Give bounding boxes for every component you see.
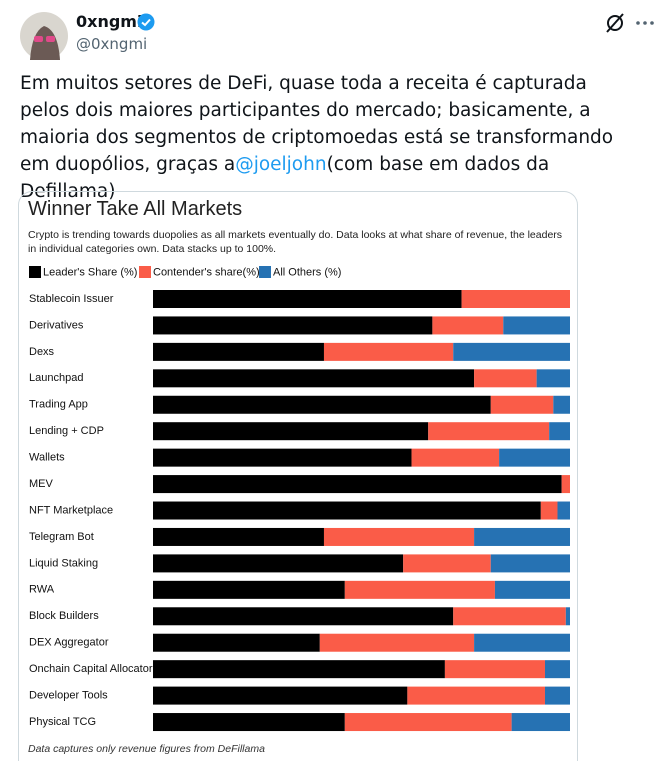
- bar-segment: [565, 607, 570, 626]
- bar-segment: [557, 501, 570, 520]
- y-tick-label: Launchpad: [29, 372, 83, 384]
- y-tick-label: Telegram Bot: [29, 531, 94, 543]
- bar-segment: [561, 475, 570, 494]
- y-tick-label: Physical TCG: [29, 716, 96, 728]
- legend-swatch: [29, 266, 41, 278]
- y-tick-label: DEX Aggregator: [29, 637, 109, 649]
- bar-segment: [153, 686, 408, 705]
- bar-segment: [153, 448, 412, 467]
- bar-segment: [153, 554, 404, 573]
- legend-swatch: [139, 266, 151, 278]
- chart-image[interactable]: Winner Take All Markets Crypto is trendi…: [18, 191, 578, 761]
- bar-segment: [461, 290, 570, 308]
- bar-segment: [153, 342, 324, 361]
- text: Em muitos setores de DeFi, quase toda a …: [20, 73, 614, 175]
- y-tick-label: Lending + CDP: [29, 425, 104, 437]
- bar-segment: [474, 527, 570, 546]
- bar-segment: [503, 316, 570, 335]
- bar-segment: [494, 580, 570, 599]
- more-button[interactable]: [634, 12, 656, 34]
- footnote: Data captures only revenue figures from …: [28, 743, 265, 755]
- bar-segment: [153, 316, 433, 335]
- chart-subtitle: Crypto is trending towards duopolies as …: [28, 229, 563, 255]
- legend-label: Contender's share(%): [153, 266, 260, 278]
- bar-segment: [323, 342, 454, 361]
- bar-segment: [153, 475, 562, 494]
- bar-segment: [490, 554, 570, 573]
- bar-segment: [323, 527, 475, 546]
- tweet-text: Em muitos setores de DeFi, quase toda a …: [20, 70, 620, 205]
- avatar[interactable]: [20, 12, 68, 60]
- y-tick-label: RWA: [29, 584, 55, 596]
- bar-segment: [407, 686, 545, 705]
- bar-segment: [490, 395, 554, 414]
- bar-segment: [153, 713, 345, 732]
- bar-segment: [444, 660, 545, 679]
- bar-segment: [499, 448, 570, 467]
- text: (com base em dados da Defillama): [20, 154, 550, 202]
- bar-segment: [549, 422, 570, 441]
- bar-segment: [553, 395, 570, 414]
- mention-link[interactable]: @joeljohn: [235, 154, 327, 175]
- handle[interactable]: @0xngmi: [76, 35, 148, 53]
- bar-segment: [474, 633, 570, 652]
- legend-label: Leader's Share (%): [43, 266, 137, 278]
- bar-segment: [453, 342, 570, 361]
- bar-segment: [153, 527, 324, 546]
- bar-segment: [153, 633, 320, 652]
- author-name[interactable]: 0xngmi: [76, 12, 143, 31]
- y-tick-label: Stablecoin Issuer: [29, 293, 114, 305]
- bar-segment: [474, 369, 537, 388]
- bar-segment: [540, 501, 558, 520]
- chart-title: Winner Take All Markets: [28, 198, 243, 220]
- bar-segment: [153, 290, 462, 308]
- bar-segment: [319, 633, 475, 652]
- bar-segment: [153, 422, 429, 441]
- y-tick-label: Derivatives: [29, 319, 84, 331]
- y-tick-label: Block Builders: [29, 610, 99, 622]
- verified-badge: [137, 13, 155, 31]
- bar-segment: [511, 713, 570, 732]
- bar-segment: [453, 607, 566, 626]
- chart: Leader's Share (%) Contender's share(%) Al…: [29, 266, 570, 732]
- bar-segment: [432, 316, 504, 335]
- legend-label: All Others (%): [273, 266, 341, 278]
- y-tick-label: NFT Marketplace: [29, 504, 113, 516]
- bar-segment: [544, 660, 570, 679]
- legend-swatch: [259, 266, 271, 278]
- bar-segment: [153, 660, 445, 679]
- bar-segment: [344, 713, 512, 732]
- grok-icon[interactable]: [604, 12, 626, 34]
- y-tick-label: Developer Tools: [29, 690, 108, 702]
- y-tick-label: MEV: [29, 478, 54, 490]
- bar-segment: [536, 369, 570, 388]
- bar-segment: [411, 448, 500, 467]
- bar-segment: [153, 395, 491, 414]
- bar-segment: [153, 607, 454, 626]
- y-tick-label: Onchain Capital Allocator: [29, 663, 153, 675]
- y-tick-label: Dexs: [29, 346, 55, 358]
- bar-segment: [428, 422, 550, 441]
- bar-segment: [153, 501, 541, 520]
- bar-segment: [153, 580, 345, 599]
- bar-segment: [344, 580, 495, 599]
- bar-segment: [403, 554, 491, 573]
- bar-segment: [544, 686, 570, 705]
- y-tick-label: Trading App: [29, 399, 88, 411]
- bar-segment: [153, 369, 475, 388]
- y-tick-label: Liquid Staking: [29, 557, 98, 569]
- y-tick-label: Wallets: [29, 452, 65, 464]
